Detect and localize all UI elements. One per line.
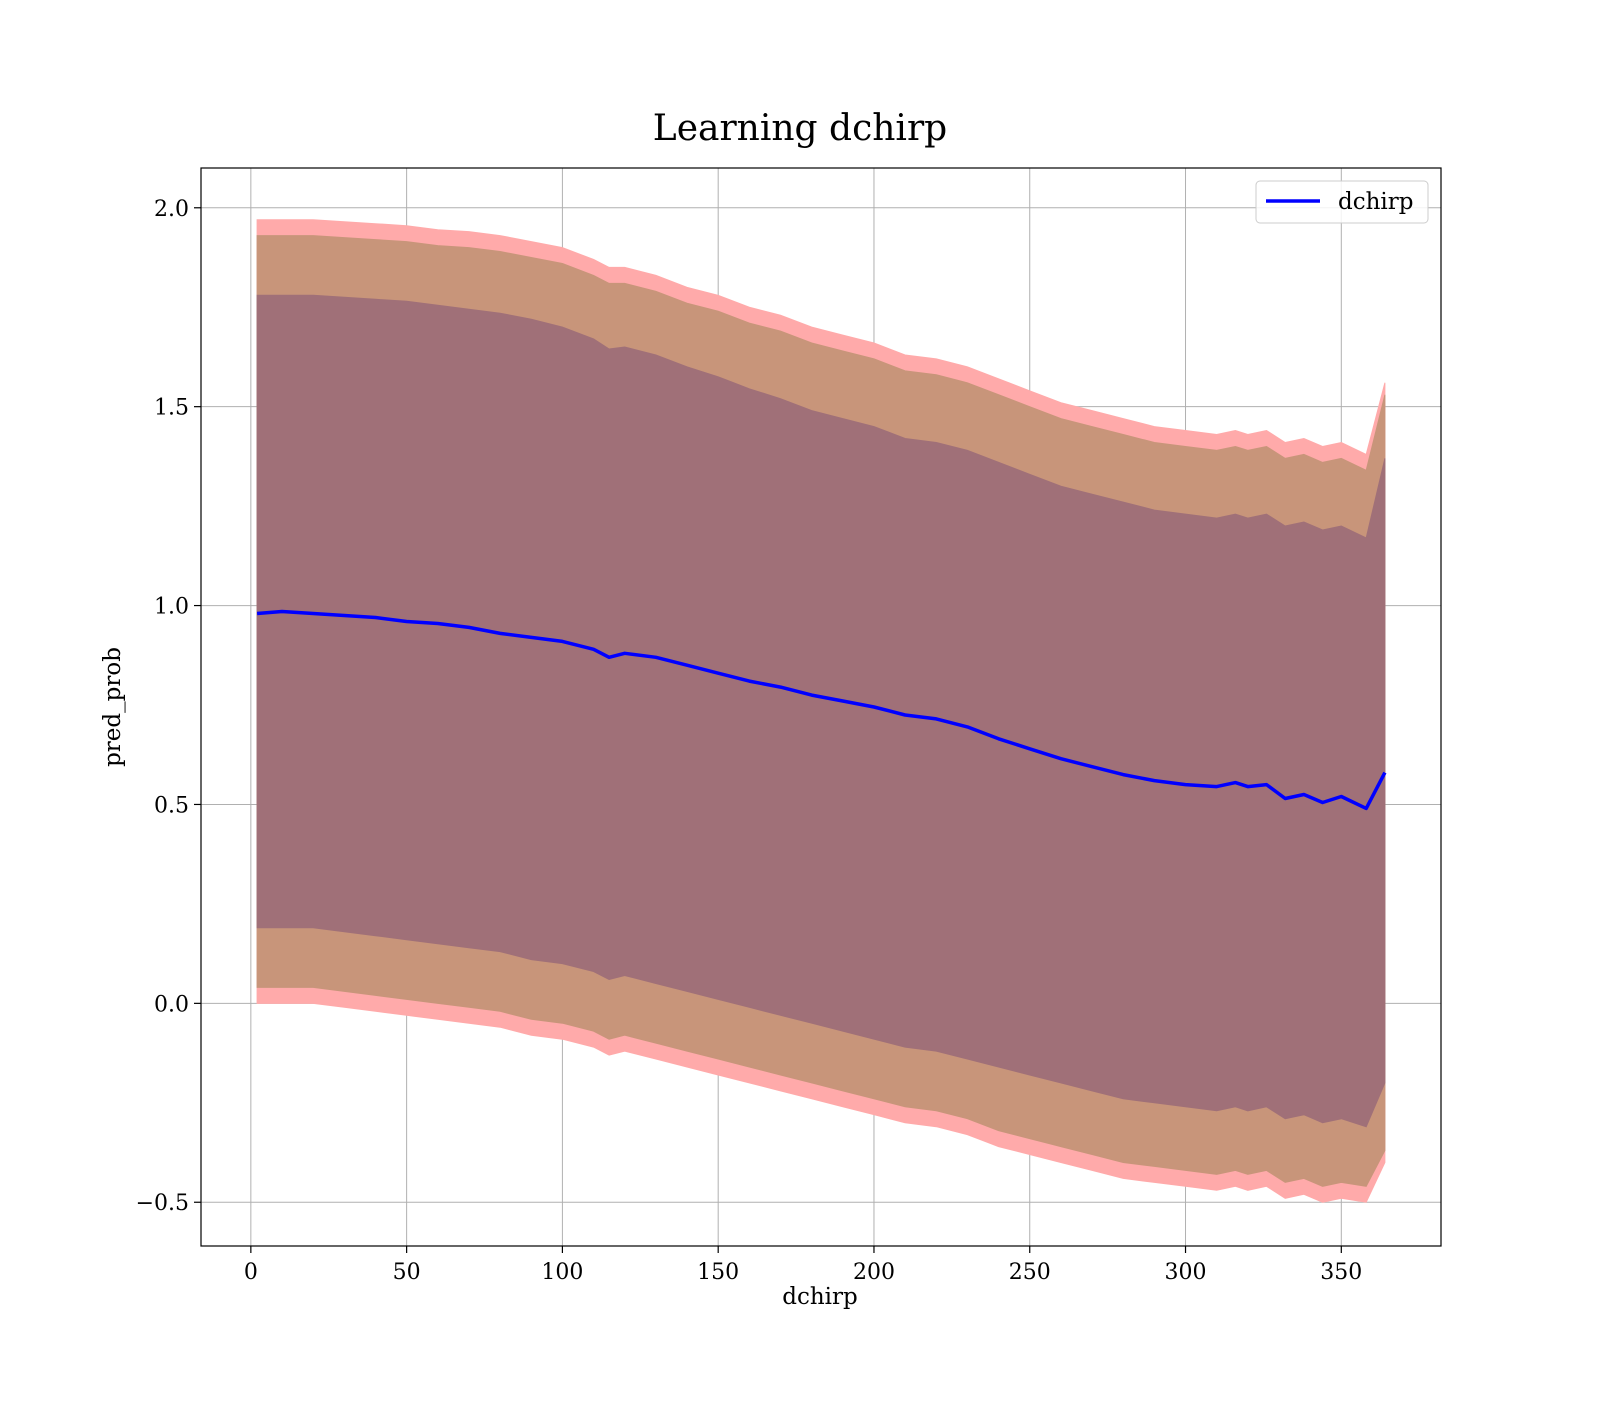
x-tick-label: 350 <box>1320 1260 1362 1285</box>
y-axis-ticks: −0.5 0.0 0.5 1.0 1.5 2.0 <box>136 197 201 1216</box>
y-tick-label: 1.5 <box>154 396 189 421</box>
y-tick-label: 2.0 <box>154 197 189 222</box>
legend-label: dchirp <box>1338 189 1414 215</box>
x-tick-label: 50 <box>393 1260 421 1285</box>
x-axis-label: dchirp <box>782 1284 858 1310</box>
legend: dchirp <box>1255 180 1429 224</box>
x-tick-label: 250 <box>1009 1260 1051 1285</box>
x-axis-ticks: 0 50 100 150 200 250 300 350 <box>244 1246 1362 1285</box>
series-line-dchirp <box>256 609 1387 811</box>
series-lines <box>256 609 1387 811</box>
legend-box <box>1255 180 1429 224</box>
confidence-bands <box>256 219 1386 1203</box>
y-tick-label: −0.5 <box>136 1191 189 1216</box>
chart-title: Learning dchirp <box>653 108 947 149</box>
y-tick-label: 1.0 <box>154 595 189 620</box>
y-tick-label: 0.0 <box>154 992 189 1017</box>
y-tick-label: 0.5 <box>154 793 189 818</box>
plot-frame <box>200 167 1442 1247</box>
x-tick-label: 0 <box>244 1260 258 1285</box>
y-axis-label: pred_prob <box>100 647 126 767</box>
x-tick-label: 300 <box>1165 1260 1207 1285</box>
x-tick-label: 200 <box>853 1260 895 1285</box>
x-tick-label: 150 <box>697 1260 739 1285</box>
inner-band <box>256 294 1386 1128</box>
x-tick-label: 100 <box>541 1260 583 1285</box>
